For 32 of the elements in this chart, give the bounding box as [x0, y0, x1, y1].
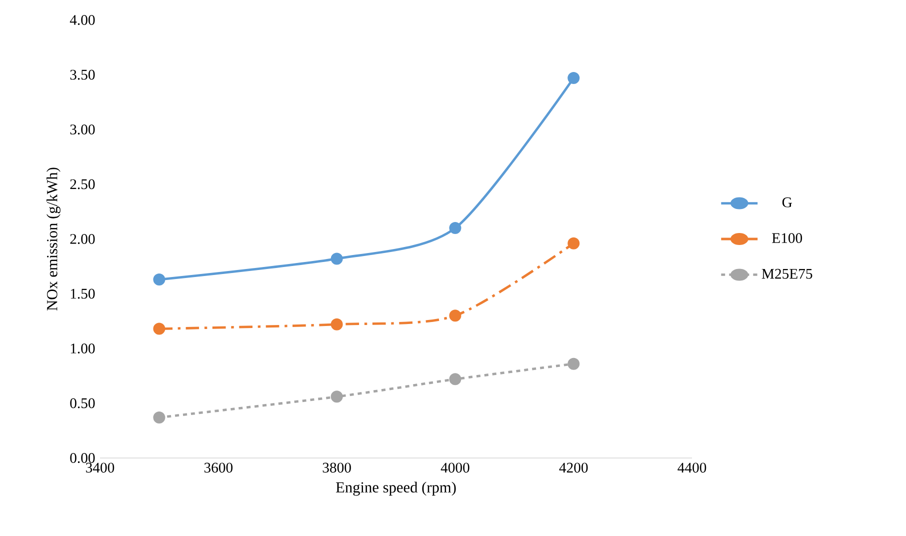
point — [449, 222, 462, 234]
x-tick-label: 4400 — [678, 462, 706, 473]
y-tick-label: 2.50 — [70, 179, 95, 190]
legend-label: G — [782, 197, 792, 208]
point — [330, 318, 343, 330]
point — [153, 274, 166, 286]
y-tick-label: 4.00 — [70, 15, 95, 25]
point — [153, 411, 166, 424]
point — [153, 322, 166, 335]
point — [568, 72, 580, 84]
x-tick-label: 3800 — [322, 462, 351, 473]
x-axis-title: Engine speed (rpm) — [336, 482, 456, 496]
point — [330, 390, 343, 403]
x-tick-label: 4200 — [559, 462, 588, 473]
point — [449, 373, 462, 386]
point — [568, 237, 580, 250]
x-tick-label: 4000 — [440, 462, 470, 473]
y-tick-label: 2.00 — [70, 234, 95, 244]
y-axis-title: NOx emission (g/kWh) — [46, 168, 60, 311]
x-tick-label: 3600 — [204, 462, 233, 473]
point — [449, 310, 462, 322]
y-tick-label: 3.50 — [70, 70, 95, 80]
point — [330, 252, 343, 265]
legend-label: E100 — [772, 233, 802, 244]
y-tick-label: 3.00 — [70, 124, 95, 134]
x-tick-label: 3400 — [86, 462, 114, 473]
y-tick-label: 1.00 — [70, 344, 95, 354]
y-tick-label: 1.50 — [70, 288, 95, 299]
y-tick-label: 0.50 — [70, 398, 95, 408]
point — [568, 358, 580, 370]
legend-label: M25E75 — [762, 268, 812, 279]
y-tick-label: 0.00 — [70, 453, 95, 463]
